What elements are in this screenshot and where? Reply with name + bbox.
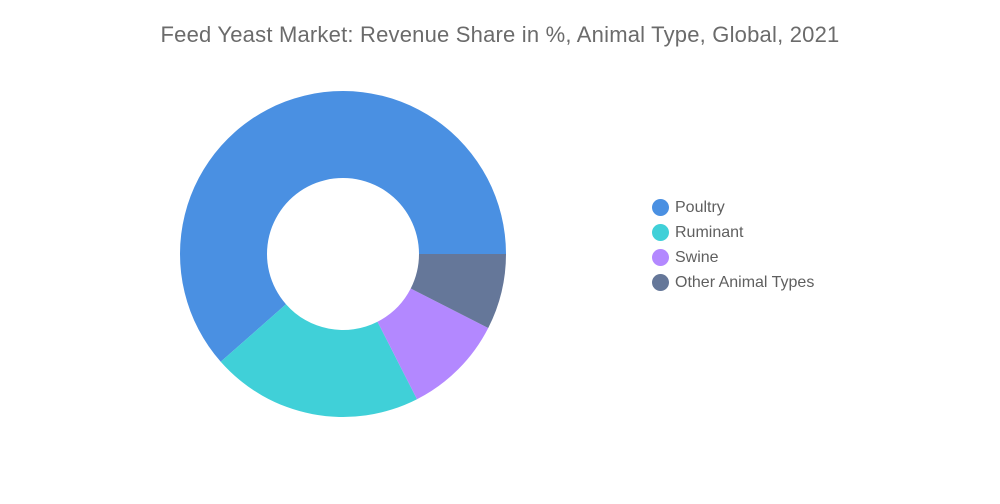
legend-label: Swine <box>675 248 719 266</box>
slice-ruminant[interactable] <box>220 304 418 417</box>
legend-swatch <box>652 249 669 266</box>
slice-swine[interactable] <box>377 288 489 400</box>
legend: Poultry Ruminant Swine Other Animal Types <box>652 195 814 295</box>
slice-other-animal-types[interactable] <box>410 254 506 329</box>
legend-label: Poultry <box>675 198 725 216</box>
donut-slices <box>180 90 506 417</box>
legend-swatch <box>652 224 669 241</box>
legend-label: Ruminant <box>675 223 744 241</box>
legend-item-swine[interactable]: Swine <box>652 245 814 270</box>
chart-title: Feed Yeast Market: Revenue Share in %, A… <box>160 22 840 47</box>
legend-swatch <box>652 199 669 216</box>
legend-item-other-animal-types[interactable]: Other Animal Types <box>652 270 814 295</box>
legend-swatch <box>652 274 669 291</box>
legend-item-poultry[interactable]: Poultry <box>652 195 814 220</box>
legend-item-ruminant[interactable]: Ruminant <box>652 220 814 245</box>
slice-poultry[interactable] <box>180 90 506 362</box>
legend-label: Other Animal Types <box>675 273 815 291</box>
